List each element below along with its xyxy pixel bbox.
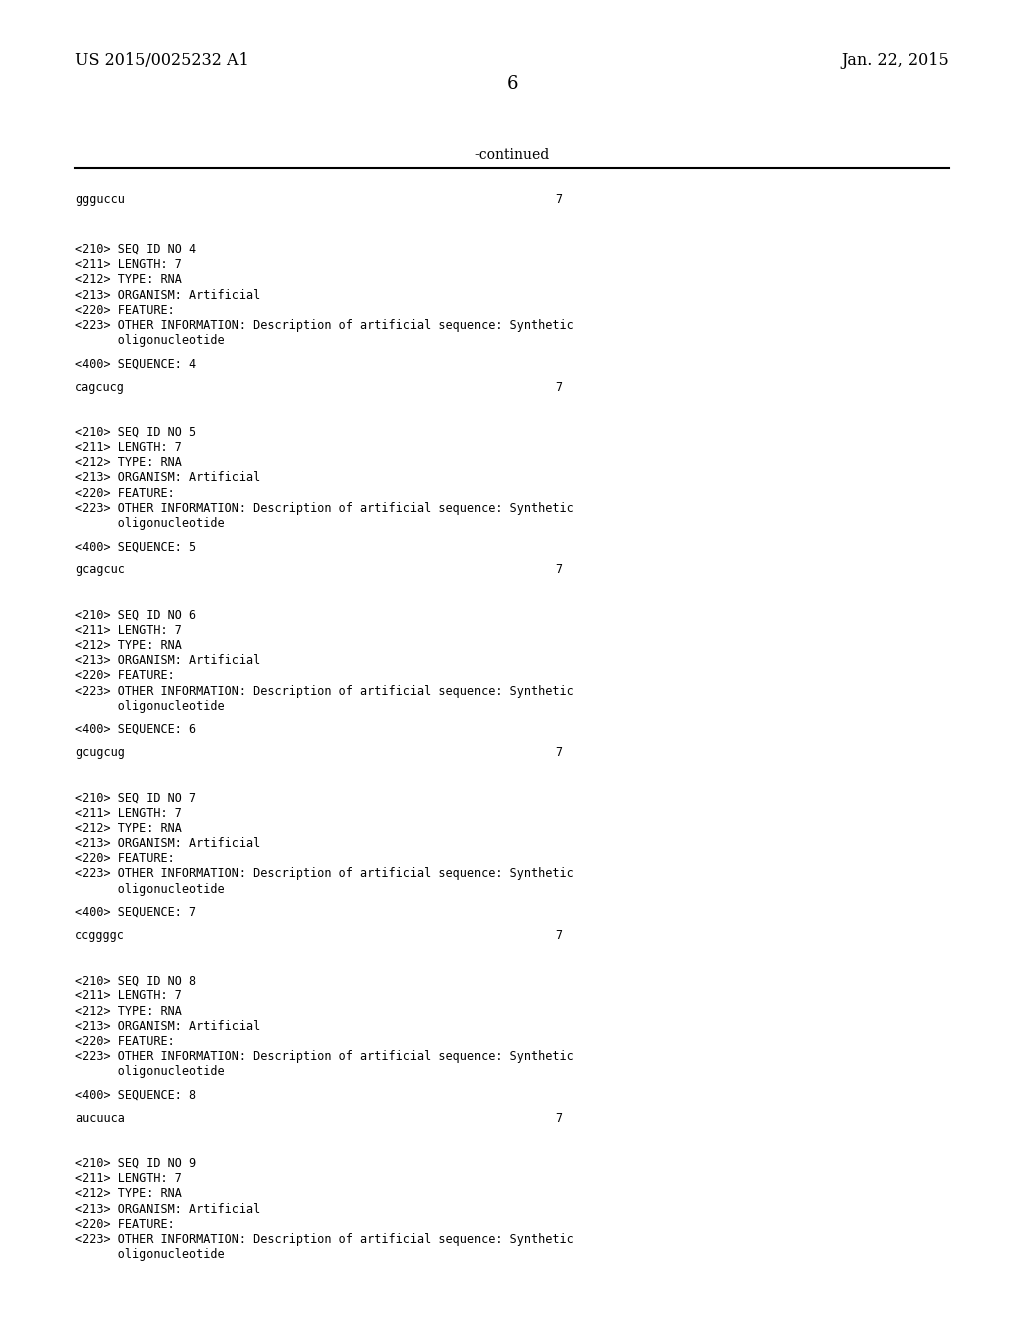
Text: <210> SEQ ID NO 5: <210> SEQ ID NO 5 [75, 426, 197, 438]
Text: <210> SEQ ID NO 6: <210> SEQ ID NO 6 [75, 609, 197, 622]
Text: <212> TYPE: RNA: <212> TYPE: RNA [75, 273, 182, 286]
Text: 7: 7 [555, 564, 562, 577]
Text: oligonucleotide: oligonucleotide [75, 883, 224, 895]
Text: oligonucleotide: oligonucleotide [75, 1249, 224, 1261]
Text: oligonucleotide: oligonucleotide [75, 700, 224, 713]
Text: <210> SEQ ID NO 4: <210> SEQ ID NO 4 [75, 243, 197, 256]
Text: 7: 7 [555, 929, 562, 942]
Text: 7: 7 [555, 1111, 562, 1125]
Text: <223> OTHER INFORMATION: Description of artificial sequence: Synthetic: <223> OTHER INFORMATION: Description of … [75, 1233, 573, 1246]
Text: cagcucg: cagcucg [75, 380, 125, 393]
Text: <223> OTHER INFORMATION: Description of artificial sequence: Synthetic: <223> OTHER INFORMATION: Description of … [75, 1051, 573, 1063]
Text: <212> TYPE: RNA: <212> TYPE: RNA [75, 639, 182, 652]
Text: ggguccu: ggguccu [75, 193, 125, 206]
Text: <400> SEQUENCE: 7: <400> SEQUENCE: 7 [75, 906, 197, 919]
Text: aucuuca: aucuuca [75, 1111, 125, 1125]
Text: <211> LENGTH: 7: <211> LENGTH: 7 [75, 807, 182, 820]
Text: <223> OTHER INFORMATION: Description of artificial sequence: Synthetic: <223> OTHER INFORMATION: Description of … [75, 319, 573, 333]
Text: oligonucleotide: oligonucleotide [75, 517, 224, 531]
Text: oligonucleotide: oligonucleotide [75, 334, 224, 347]
Text: <220> FEATURE:: <220> FEATURE: [75, 304, 175, 317]
Text: <400> SEQUENCE: 8: <400> SEQUENCE: 8 [75, 1089, 197, 1102]
Text: gcugcug: gcugcug [75, 746, 125, 759]
Text: gcagcuc: gcagcuc [75, 564, 125, 577]
Text: oligonucleotide: oligonucleotide [75, 1065, 224, 1078]
Text: <213> ORGANISM: Artificial: <213> ORGANISM: Artificial [75, 289, 260, 301]
Text: <212> TYPE: RNA: <212> TYPE: RNA [75, 1188, 182, 1200]
Text: <213> ORGANISM: Artificial: <213> ORGANISM: Artificial [75, 471, 260, 484]
Text: <220> FEATURE:: <220> FEATURE: [75, 669, 175, 682]
Text: <213> ORGANISM: Artificial: <213> ORGANISM: Artificial [75, 1203, 260, 1216]
Text: <212> TYPE: RNA: <212> TYPE: RNA [75, 457, 182, 469]
Text: <213> ORGANISM: Artificial: <213> ORGANISM: Artificial [75, 837, 260, 850]
Text: <211> LENGTH: 7: <211> LENGTH: 7 [75, 990, 182, 1002]
Text: <211> LENGTH: 7: <211> LENGTH: 7 [75, 624, 182, 636]
Text: <210> SEQ ID NO 8: <210> SEQ ID NO 8 [75, 974, 197, 987]
Text: <223> OTHER INFORMATION: Description of artificial sequence: Synthetic: <223> OTHER INFORMATION: Description of … [75, 867, 573, 880]
Text: ccggggc: ccggggc [75, 929, 125, 942]
Text: <210> SEQ ID NO 9: <210> SEQ ID NO 9 [75, 1158, 197, 1170]
Text: <211> LENGTH: 7: <211> LENGTH: 7 [75, 1172, 182, 1185]
Text: <400> SEQUENCE: 6: <400> SEQUENCE: 6 [75, 723, 197, 737]
Text: <220> FEATURE:: <220> FEATURE: [75, 1035, 175, 1048]
Text: <223> OTHER INFORMATION: Description of artificial sequence: Synthetic: <223> OTHER INFORMATION: Description of … [75, 502, 573, 515]
Text: <223> OTHER INFORMATION: Description of artificial sequence: Synthetic: <223> OTHER INFORMATION: Description of … [75, 685, 573, 697]
Text: Jan. 22, 2015: Jan. 22, 2015 [842, 51, 949, 69]
Text: <220> FEATURE:: <220> FEATURE: [75, 853, 175, 865]
Text: -continued: -continued [474, 148, 550, 162]
Text: <211> LENGTH: 7: <211> LENGTH: 7 [75, 259, 182, 271]
Text: 6: 6 [506, 75, 518, 92]
Text: <211> LENGTH: 7: <211> LENGTH: 7 [75, 441, 182, 454]
Text: 7: 7 [555, 193, 562, 206]
Text: <220> FEATURE:: <220> FEATURE: [75, 1218, 175, 1230]
Text: <400> SEQUENCE: 5: <400> SEQUENCE: 5 [75, 540, 197, 553]
Text: <400> SEQUENCE: 4: <400> SEQUENCE: 4 [75, 358, 197, 371]
Text: <212> TYPE: RNA: <212> TYPE: RNA [75, 1005, 182, 1018]
Text: 7: 7 [555, 380, 562, 393]
Text: <212> TYPE: RNA: <212> TYPE: RNA [75, 822, 182, 834]
Text: US 2015/0025232 A1: US 2015/0025232 A1 [75, 51, 249, 69]
Text: <213> ORGANISM: Artificial: <213> ORGANISM: Artificial [75, 655, 260, 667]
Text: <213> ORGANISM: Artificial: <213> ORGANISM: Artificial [75, 1020, 260, 1032]
Text: 7: 7 [555, 746, 562, 759]
Text: <220> FEATURE:: <220> FEATURE: [75, 487, 175, 499]
Text: <210> SEQ ID NO 7: <210> SEQ ID NO 7 [75, 792, 197, 804]
